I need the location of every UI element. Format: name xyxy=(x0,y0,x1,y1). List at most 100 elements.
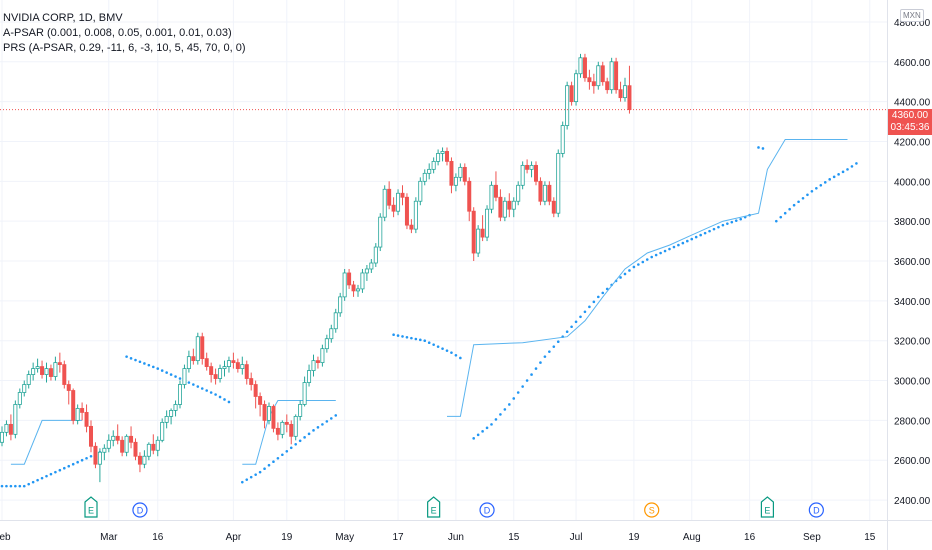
candle-body xyxy=(387,188,392,206)
psar-dot xyxy=(472,437,476,440)
psar-dot xyxy=(694,235,698,239)
currency-label[interactable]: MXN xyxy=(900,9,924,22)
current-price-label: 4360.00 xyxy=(891,110,929,121)
psar-dot xyxy=(601,291,605,295)
psar-dot xyxy=(619,276,622,279)
psar-dot xyxy=(739,217,742,221)
split-icon xyxy=(644,502,660,518)
candle-body xyxy=(275,427,280,435)
psar-dot xyxy=(396,334,400,337)
candle xyxy=(627,65,632,114)
x-tick-label: Feb xyxy=(0,532,11,543)
candle-body xyxy=(413,200,418,230)
psar-dot xyxy=(641,260,645,264)
candle-body xyxy=(485,208,490,238)
psar-dot xyxy=(597,295,600,299)
candle-body xyxy=(231,360,236,364)
candlestick-series xyxy=(0,53,632,483)
candle xyxy=(249,372,254,391)
candle xyxy=(565,81,570,130)
psar-dot xyxy=(672,245,676,249)
candle-body xyxy=(53,362,58,377)
event-dividend-marker: D xyxy=(479,502,495,518)
candle xyxy=(71,388,76,425)
candle-body xyxy=(565,85,570,126)
psar-dot xyxy=(401,335,404,338)
candle-body xyxy=(409,224,414,230)
prs-series xyxy=(10,139,848,465)
candle-body xyxy=(329,328,334,340)
psar-dot xyxy=(841,170,845,174)
candle xyxy=(97,448,102,483)
candle-body xyxy=(249,378,254,385)
x-tick-label: 19 xyxy=(628,532,640,543)
candle-body xyxy=(502,200,507,218)
candle xyxy=(569,81,574,106)
candle xyxy=(13,400,18,439)
candle xyxy=(111,430,116,447)
candle xyxy=(391,197,396,218)
candle-body xyxy=(574,73,579,103)
candle-body xyxy=(235,362,240,369)
x-tick-label: 15 xyxy=(864,532,876,543)
candle xyxy=(480,215,485,242)
psar-dot xyxy=(36,478,39,482)
candle xyxy=(191,348,196,365)
candle xyxy=(382,185,387,222)
candle xyxy=(502,197,507,222)
candle xyxy=(444,147,449,166)
candle xyxy=(467,177,472,222)
candle-body xyxy=(133,441,138,457)
candle xyxy=(240,356,245,375)
y-tick-label: 2600.00 xyxy=(894,456,931,467)
psar-dot xyxy=(214,393,217,396)
legend-psar[interactable]: A-PSAR (0.001, 0.008, 0.05, 0.001, 0.01,… xyxy=(3,27,232,39)
y-tick-label: 4400.00 xyxy=(894,98,931,109)
psar-dot xyxy=(254,473,257,476)
candle xyxy=(329,324,334,343)
psar-dot xyxy=(298,439,302,443)
psar-dot xyxy=(138,360,142,364)
legend-prs[interactable]: PRS (A-PSAR, 0.29, -11, 6, -3, 10, 5, 45… xyxy=(3,42,246,54)
candle-body xyxy=(75,408,80,421)
candle-body xyxy=(253,384,258,397)
x-tick-label: Jul xyxy=(570,532,583,543)
candle xyxy=(547,181,552,206)
psar-dot xyxy=(258,470,262,474)
psar-dot xyxy=(712,227,716,231)
candle-body xyxy=(534,164,539,182)
candle xyxy=(418,177,423,206)
psar-dot xyxy=(579,315,582,319)
candle xyxy=(195,332,200,365)
legend-symbol[interactable]: NVIDIA CORP, 1D, BMV xyxy=(3,12,123,24)
psar-dot xyxy=(823,181,827,184)
y-tick-label: 3000.00 xyxy=(894,377,931,388)
psar-dot xyxy=(730,220,734,224)
psar-dot xyxy=(637,263,640,266)
candle xyxy=(485,205,490,242)
psar-dot xyxy=(512,397,516,400)
candle-body xyxy=(17,392,22,405)
psar-dot xyxy=(775,219,778,223)
psar-dot xyxy=(436,345,440,348)
earnings-label: E xyxy=(88,506,94,516)
candle-body xyxy=(373,246,378,264)
candle xyxy=(538,177,543,206)
candle xyxy=(213,368,218,385)
psar-dot xyxy=(703,231,707,235)
x-tick-label: Aug xyxy=(683,532,701,543)
candle xyxy=(84,404,89,433)
y-tick-label: 3200.00 xyxy=(894,337,931,348)
psar-dot xyxy=(445,349,449,352)
earnings-icon xyxy=(427,496,441,518)
event-earnings-marker: E xyxy=(760,496,774,518)
psar-dot xyxy=(165,371,168,374)
candle xyxy=(235,358,240,373)
candle xyxy=(80,402,85,421)
psar-dot xyxy=(9,484,13,488)
candle xyxy=(618,81,623,102)
psar-dot xyxy=(485,426,489,430)
candle xyxy=(400,185,405,206)
